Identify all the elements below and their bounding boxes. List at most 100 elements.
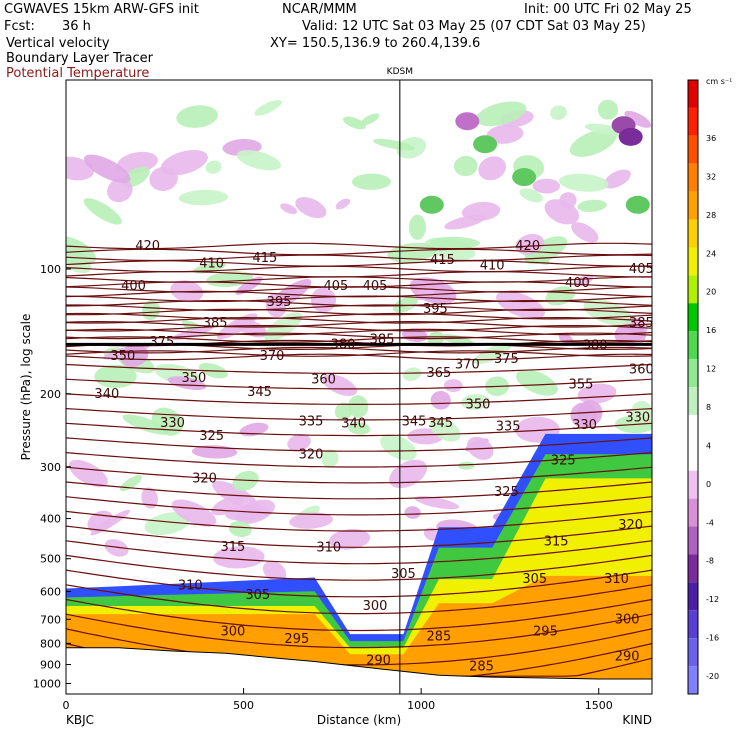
y-tick-label: 900	[40, 659, 61, 672]
vertical-velocity-cell	[171, 499, 217, 527]
vertical-velocity-cell	[83, 198, 122, 225]
theta-label: 370	[455, 358, 480, 373]
theta-contour	[66, 613, 652, 649]
theta-label: 345	[428, 416, 453, 431]
vertical-velocity-cell	[393, 296, 418, 313]
vertical-velocity-cell	[280, 203, 298, 215]
forecast-label: Fcst:	[4, 19, 35, 34]
theta-label-text: 385	[629, 316, 654, 331]
theta-label-text: 340	[94, 387, 119, 402]
mid-station-label: KDSM	[387, 67, 413, 77]
theta-label: 400	[121, 279, 146, 294]
theta-contour	[66, 554, 652, 581]
vertical-velocity-cell	[429, 417, 461, 442]
field-potential-temperature: Potential Temperature	[6, 66, 150, 81]
theta-label-text: 360	[629, 363, 654, 378]
colorbar-unit: cm s⁻¹	[706, 77, 732, 86]
vertical-velocity-core	[455, 112, 480, 131]
theta-contour	[66, 378, 652, 390]
colorbar-swatch	[688, 498, 698, 527]
theta-label-text: 305	[245, 588, 270, 603]
theta-contour	[66, 510, 652, 532]
vertical-velocity-cell	[232, 470, 259, 492]
theta-contour	[66, 452, 652, 468]
theta-contour	[66, 304, 652, 312]
vertical-velocity-cell	[167, 376, 207, 391]
theta-label-text: 345	[428, 416, 453, 431]
theta-contour	[66, 242, 652, 250]
theta-contour	[66, 353, 652, 361]
vertical-velocity-cell	[289, 512, 334, 529]
theta-label: 375	[149, 335, 174, 350]
theta-label: 285	[469, 660, 494, 675]
vertical-velocity-cell	[144, 512, 190, 536]
y-axis: 100 200 300 400 500 600 700 800 900 1000	[33, 263, 71, 691]
theta-label-text: 400	[565, 276, 590, 291]
theta-label-text: 320	[618, 518, 643, 533]
theta-label: 320	[618, 518, 643, 533]
theta-label-text: 385	[203, 316, 228, 331]
y-tick-label: 200	[40, 388, 61, 401]
vertical-velocity-cell	[380, 434, 417, 461]
theta-label-text: 305	[522, 572, 547, 587]
vertical-velocity-cell	[458, 461, 475, 470]
theta-label: 315	[544, 535, 569, 550]
vertical-velocity-cell	[90, 509, 131, 536]
y-tick-label: 400	[40, 513, 61, 526]
x-tick-label: 1500	[585, 699, 613, 712]
theta-label-text: 300	[615, 612, 640, 627]
colorbar: -20 -16 -12 -8 -4 0 4 8 12 16 20 24 28 32 36	[687, 79, 719, 695]
theta-label-text: 330	[625, 410, 650, 425]
theta-contour	[66, 316, 652, 324]
vertical-velocity-cell	[335, 198, 351, 210]
theta-label: 410	[480, 258, 505, 273]
vertical-velocity-cell	[66, 156, 95, 181]
model-title: CGWAVES 15km ARW-GFS init	[4, 2, 199, 17]
vertical-velocity-cell	[178, 189, 229, 206]
colorbar-swatch	[688, 331, 698, 360]
left-station-label: KBJC	[66, 713, 94, 727]
colorbar-label: 4	[706, 441, 711, 450]
theta-label-text: 420	[515, 239, 540, 254]
theta-label-text: 345	[247, 385, 272, 400]
theta-contour	[66, 598, 652, 632]
plot-frame	[65, 79, 653, 695]
vertical-velocity-cell	[571, 222, 599, 243]
theta-contour	[66, 290, 652, 298]
valid-time: Valid: 12 UTC Sat 03 May 25 (07 CDT Sat …	[302, 19, 646, 34]
theta-label-text: 290	[366, 653, 391, 668]
vertical-velocity-cell	[575, 274, 593, 287]
theta-label: 335	[299, 414, 324, 429]
theta-label: 290	[366, 653, 391, 668]
vertical-velocity-core	[473, 135, 498, 154]
colorbar-swatch	[688, 80, 698, 108]
theta-label: 385	[370, 333, 395, 348]
theta-label: 300	[363, 599, 388, 614]
theta-label-text: 325	[199, 429, 224, 444]
theta-label: 325	[551, 454, 576, 469]
vertical-velocity-cell	[444, 214, 486, 230]
theta-label-text: 415	[430, 253, 455, 268]
vertical-velocity-cell	[408, 214, 427, 240]
theta-label: 330	[160, 416, 185, 431]
vertical-velocity-cell	[429, 236, 481, 249]
y-tick-label: 1000	[33, 678, 61, 691]
theta-label-text: 310	[316, 541, 341, 556]
theta-contour	[66, 569, 652, 598]
vertical-velocity-cell	[262, 560, 287, 582]
colorbar-frame	[687, 79, 699, 695]
theta-label: 305	[245, 588, 270, 603]
theta-label: 340	[94, 387, 119, 402]
theta-label: 335	[496, 420, 521, 435]
potential-temperature-contours	[66, 242, 652, 677]
colorbar-label: 28	[706, 211, 716, 220]
theta-label-text: 305	[391, 567, 416, 582]
x-tick-label: 500	[233, 699, 254, 712]
y-tick-label: 100	[40, 263, 61, 276]
theta-label-text: 375	[149, 335, 174, 350]
colorbar-swatch	[688, 163, 698, 192]
theta-label: 380	[583, 339, 608, 354]
vertical-velocity-cell	[515, 233, 545, 255]
theta-label: 305	[391, 567, 416, 582]
